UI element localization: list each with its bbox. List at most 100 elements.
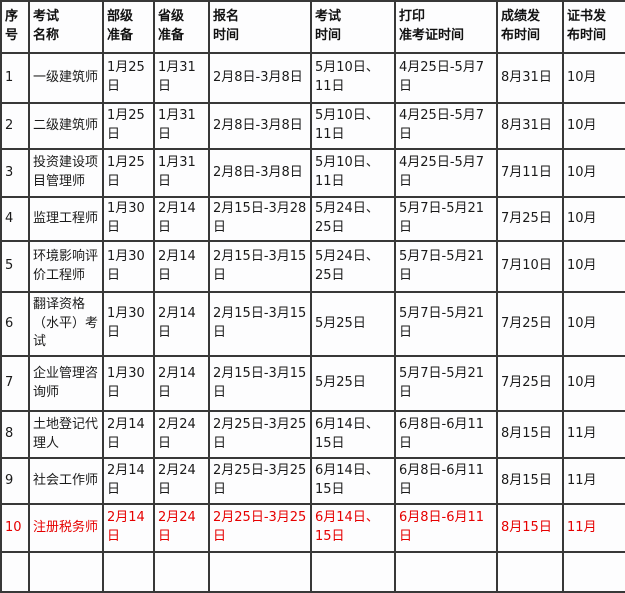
column-header-number: 序 号 (0, 0, 30, 54)
cell-ticket-print-time: 6月8日-6月11日 (394, 503, 498, 553)
cell-ticket-print-time: 4月25日-5月7日 (394, 52, 498, 104)
cell-exam-name: 监理工程师 (28, 196, 104, 242)
cell-certificate-release-time: 11月 (562, 503, 625, 553)
cell-province-prep: 2月24日 (153, 457, 210, 505)
table-row-partial (0, 551, 625, 593)
column-header-exam-time: 考试 时间 (310, 0, 396, 54)
cell-exam-name: 土地登记代理人 (28, 410, 104, 459)
column-header-ministry-prep: 部级 准备 (102, 0, 155, 54)
cell-exam-time: 6月14日、15日 (310, 503, 396, 553)
cell-province-prep: 2月14日 (153, 291, 210, 357)
table-row: 4 监理工程师 1月30日 2月14日 2月15日-3月28日 5月24日、25… (0, 196, 625, 242)
cell-score-release-time: 8月15日 (496, 503, 564, 553)
cell-exam-time: 5月10日、11日 (310, 52, 396, 104)
table-row-highlighted: 10 注册税务师 2月14日 2月24日 2月25日-3月25日 6月14日、1… (0, 503, 625, 553)
table-row: 8 土地登记代理人 2月14日 2月24日 2月25日-3月25日 6月14日、… (0, 410, 625, 459)
cell-exam-name: 一级建筑师 (28, 52, 104, 104)
table-row: 9 社会工作师 2月14日 2月24日 2月25日-3月25日 6月14日、15… (0, 457, 625, 505)
cell-number: 8 (0, 410, 30, 459)
cell-ministry-prep: 2月14日 (102, 503, 155, 553)
table-row: 1 一级建筑师 1月25日 1月31日 2月8日-3月8日 5月10日、11日 … (0, 52, 625, 104)
cell-certificate-release-time: 10月 (562, 148, 625, 198)
cell-score-release-time: 7月25日 (496, 291, 564, 357)
cell-number: 5 (0, 240, 30, 293)
cell-certificate-release-time: 10月 (562, 291, 625, 357)
cell-number: 10 (0, 503, 30, 553)
cell-ministry-prep: 1月25日 (102, 148, 155, 198)
cell-score-release-time: 8月31日 (496, 102, 564, 150)
cell-registration-time: 2月8日-3月8日 (208, 148, 312, 198)
cell-score-release-time: 8月15日 (496, 410, 564, 459)
cell-province-prep: 1月31日 (153, 102, 210, 150)
cell-certificate-release-time: 10月 (562, 355, 625, 412)
cell-ministry-prep: 2月14日 (102, 457, 155, 505)
cell-ministry-prep: 2月14日 (102, 410, 155, 459)
table-header-row: 序 号 考试 名称 部级 准备 省级 准备 报名 时间 考试 时间 打印 准考证… (0, 0, 625, 54)
cell-score-release-time: 7月25日 (496, 196, 564, 242)
column-header-registration-time: 报名 时间 (208, 0, 312, 54)
cell-score-release-time: 7月11日 (496, 148, 564, 198)
cell-ministry-prep: 1月30日 (102, 291, 155, 357)
cell-number: 2 (0, 102, 30, 150)
cell-exam-time: 5月24日、25日 (310, 196, 396, 242)
exam-name-link[interactable]: 注册税务师 (28, 503, 104, 553)
cell-exam-time: 6月14日、15日 (310, 457, 396, 505)
cell-certificate-release-time: 11月 (562, 410, 625, 459)
cell-score-release-time: 8月15日 (496, 457, 564, 505)
cell-certificate-release-time: 10月 (562, 240, 625, 293)
column-header-certificate-release-time: 证书发 布时间 (562, 0, 625, 54)
cell-province-prep: 2月14日 (153, 240, 210, 293)
cell-number: 6 (0, 291, 30, 357)
cell-score-release-time: 8月31日 (496, 52, 564, 104)
cell-exam-time: 5月24日、25日 (310, 240, 396, 293)
table-row: 2 二级建筑师 1月25日 1月31日 2月8日-3月8日 5月10日、11日 … (0, 102, 625, 150)
cell-number: 9 (0, 457, 30, 505)
cell-registration-time: 2月15日-3月28日 (208, 196, 312, 242)
cell-exam-time: 5月25日 (310, 291, 396, 357)
cell-ticket-print-time: 6月8日-6月11日 (394, 410, 498, 459)
cell-province-prep: 2月24日 (153, 503, 210, 553)
cell-exam-name: 社会工作师 (28, 457, 104, 505)
cell-number: 7 (0, 355, 30, 412)
cell-exam-time: 5月10日、11日 (310, 148, 396, 198)
cell-exam-time: 6月14日、15日 (310, 410, 396, 459)
table-row: 5 环境影响评价工程师 1月30日 2月14日 2月15日-3月15日 5月24… (0, 240, 625, 293)
cell-registration-time: 2月15日-3月15日 (208, 355, 312, 412)
cell-exam-name: 二级建筑师 (28, 102, 104, 150)
cell-number: 1 (0, 52, 30, 104)
cell-certificate-release-time: 10月 (562, 52, 625, 104)
cell-ministry-prep: 1月25日 (102, 52, 155, 104)
cell-ticket-print-time: 4月25日-5月7日 (394, 102, 498, 150)
cell-certificate-release-time: 10月 (562, 102, 625, 150)
table-row: 3 投资建设项目管理师 1月25日 1月31日 2月8日-3月8日 5月10日、… (0, 148, 625, 198)
cell-score-release-time: 7月25日 (496, 355, 564, 412)
cell-ticket-print-time: 5月7日-5月21日 (394, 291, 498, 357)
cell-ministry-prep: 1月30日 (102, 355, 155, 412)
cell-ministry-prep: 1月25日 (102, 102, 155, 150)
column-header-ticket-print-time: 打印 准考证时间 (394, 0, 498, 54)
cell-ticket-print-time: 5月7日-5月21日 (394, 240, 498, 293)
cell-exam-name: 环境影响评价工程师 (28, 240, 104, 293)
cell-exam-time: 5月25日 (310, 355, 396, 412)
cell-certificate-release-time: 10月 (562, 196, 625, 242)
cell-exam-time: 5月10日、11日 (310, 102, 396, 150)
cell-ministry-prep: 1月30日 (102, 196, 155, 242)
cell-ticket-print-time: 5月7日-5月21日 (394, 355, 498, 412)
cell-registration-time: 2月25日-3月25日 (208, 410, 312, 459)
table-row: 6 翻译资格（水平）考试 1月30日 2月14日 2月15日-3月15日 5月2… (0, 291, 625, 357)
cell-province-prep: 2月14日 (153, 355, 210, 412)
cell-number: 3 (0, 148, 30, 198)
cell-exam-name: 企业管理咨询师 (28, 355, 104, 412)
cell-registration-time: 2月15日-3月15日 (208, 240, 312, 293)
cell-ticket-print-time: 6月8日-6月11日 (394, 457, 498, 505)
column-header-score-release-time: 成绩发 布时间 (496, 0, 564, 54)
column-header-exam-name: 考试 名称 (28, 0, 104, 54)
cell-ticket-print-time: 5月7日-5月21日 (394, 196, 498, 242)
cell-ticket-print-time: 4月25日-5月7日 (394, 148, 498, 198)
cell-exam-name: 投资建设项目管理师 (28, 148, 104, 198)
cell-registration-time: 2月15日-3月15日 (208, 291, 312, 357)
cell-certificate-release-time: 11月 (562, 457, 625, 505)
cell-exam-name: 翻译资格（水平）考试 (28, 291, 104, 357)
cell-province-prep: 1月31日 (153, 52, 210, 104)
